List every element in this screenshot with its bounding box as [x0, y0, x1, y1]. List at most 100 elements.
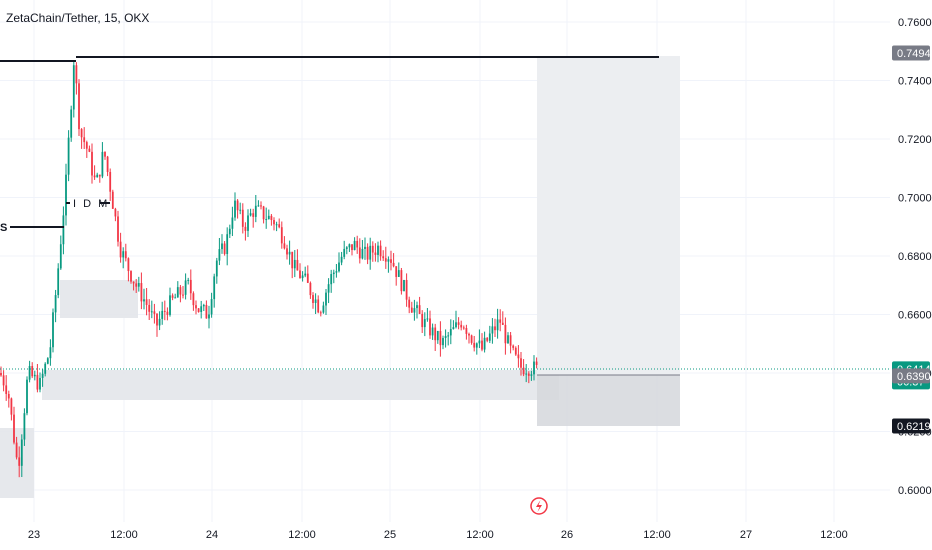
candle-body	[57, 268, 60, 296]
candle-body	[442, 338, 444, 346]
x-tick-label: 12:00	[466, 529, 494, 541]
candle-body	[358, 247, 361, 259]
candle-body	[345, 247, 348, 249]
candle-body	[0, 373, 2, 376]
candle-body	[319, 312, 322, 314]
candle-body	[130, 271, 132, 282]
candle-body	[153, 311, 156, 314]
candle-body	[535, 361, 538, 365]
candle-body	[395, 266, 398, 277]
candles-layer	[0, 60, 538, 478]
candle-body	[486, 337, 489, 341]
candle-body	[338, 262, 340, 272]
candle-body	[111, 191, 114, 209]
candle-body	[301, 275, 304, 279]
candle-body	[166, 311, 169, 315]
candle-body	[231, 217, 234, 229]
candle-body	[195, 305, 197, 309]
candle-body	[286, 248, 288, 255]
candle-body	[252, 213, 255, 217]
y-tick-label: 0.6000	[898, 485, 932, 497]
candle-body	[327, 284, 330, 293]
stop-zone	[537, 375, 680, 426]
candle-body	[283, 243, 286, 249]
candle-body	[132, 281, 135, 284]
candle-body	[265, 219, 268, 221]
y-tick-label: 0.7200	[898, 134, 932, 146]
candle-body	[332, 272, 335, 275]
candle-body	[23, 413, 26, 440]
candle-body	[306, 273, 309, 283]
candle-body	[33, 374, 36, 377]
candle-body	[200, 306, 203, 312]
candle-body	[174, 297, 177, 299]
candle-body	[377, 245, 379, 255]
candle-body	[444, 335, 447, 339]
candle-body	[397, 270, 400, 277]
candle-body	[449, 329, 452, 336]
candle-body	[202, 305, 205, 307]
candle-body	[403, 280, 405, 292]
candle-body	[520, 358, 522, 368]
candle-body	[41, 373, 44, 378]
candle-body	[187, 279, 190, 281]
candle-body	[478, 340, 481, 344]
candle-body	[460, 324, 463, 328]
candle-body	[335, 271, 338, 273]
candle-body	[7, 393, 10, 399]
candle-body	[429, 318, 431, 336]
candle-body	[28, 366, 31, 380]
flash-icon[interactable]	[530, 497, 548, 515]
candle-body	[288, 251, 291, 255]
candle-body	[340, 256, 343, 263]
candle-body	[494, 326, 496, 331]
candle-body	[208, 314, 210, 319]
candle-body	[98, 174, 101, 177]
candle-body	[296, 259, 299, 271]
candle-body	[330, 274, 333, 285]
candle-body	[507, 335, 509, 344]
candle-body	[517, 354, 520, 359]
candle-body	[93, 175, 96, 178]
candle-body	[374, 252, 377, 255]
candle-body	[314, 299, 317, 303]
candle-body	[299, 270, 301, 279]
candle-body	[473, 342, 476, 348]
candle-body	[322, 305, 325, 313]
candle-body	[291, 251, 294, 269]
y-tick-label: 0.6600	[898, 310, 932, 322]
candle-body	[257, 205, 260, 207]
candle-body	[85, 142, 88, 149]
candle-body	[213, 276, 216, 300]
candle-body	[278, 224, 281, 228]
candle-body	[62, 215, 65, 245]
candle-body	[65, 174, 67, 216]
candle-body	[390, 259, 392, 263]
candle-body	[26, 379, 28, 414]
y-tick-label: 0.6800	[898, 251, 932, 263]
candle-body	[46, 358, 49, 364]
candle-body	[512, 345, 515, 348]
candle-body	[262, 206, 265, 220]
candle-body	[416, 305, 418, 309]
candle-body	[124, 251, 127, 259]
candle-body	[171, 295, 174, 298]
demand-zone	[42, 370, 559, 400]
candle-body	[405, 280, 408, 300]
candle-body	[150, 311, 153, 313]
candle-body	[468, 333, 470, 336]
x-axis[interactable]: 23 12:00 24 12:00 25 12:00 26 12:00 27 12:00	[28, 529, 848, 541]
candle-body	[10, 398, 13, 415]
candle-body	[156, 313, 158, 326]
candle-body	[426, 318, 429, 320]
candle-body	[431, 327, 434, 336]
candle-body	[59, 244, 62, 269]
candle-body	[434, 327, 437, 341]
candle-body	[244, 226, 247, 231]
candle-body	[36, 374, 39, 390]
candle-body	[356, 240, 359, 248]
candle-body	[439, 330, 442, 346]
candle-body	[239, 209, 242, 211]
